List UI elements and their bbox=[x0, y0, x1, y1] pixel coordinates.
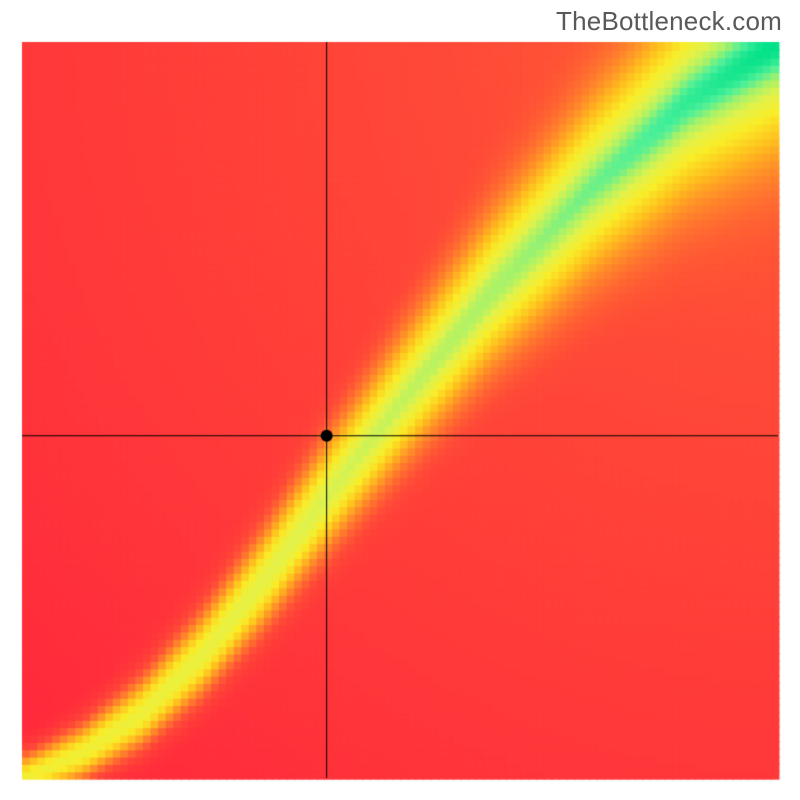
bottleneck-heatmap-canvas bbox=[0, 0, 800, 800]
watermark-label: TheBottleneck.com bbox=[556, 6, 782, 37]
bottleneck-heatmap-container: TheBottleneck.com bbox=[0, 0, 800, 800]
